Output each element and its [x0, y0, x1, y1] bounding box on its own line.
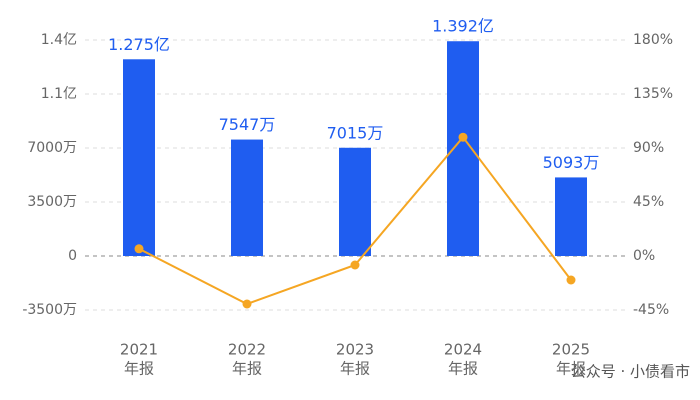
x-tick-label: 年报	[232, 360, 262, 378]
x-tick-label: 年报	[556, 360, 586, 378]
x-tick-label: 2022	[228, 341, 266, 359]
data-label: 5093万	[543, 153, 600, 172]
x-tick-label: 年报	[124, 360, 154, 378]
watermark: 公众号 · 小债看市	[571, 363, 690, 381]
line-point	[350, 260, 360, 270]
y2-tick-label: -45%	[633, 302, 669, 318]
y-tick-label: 7000万	[27, 140, 77, 156]
x-tick-label: 2025	[552, 341, 590, 359]
y-tick-label: 3500万	[27, 194, 77, 210]
y2-tick-label: 45%	[633, 194, 664, 210]
y-tick-label: 1.4亿	[41, 32, 77, 48]
x-tick-label: 2024	[444, 341, 482, 359]
y-tick-label: -3500万	[22, 302, 77, 318]
y2-tick-label: 135%	[633, 86, 673, 102]
bar	[447, 41, 479, 257]
line-point	[458, 132, 468, 142]
line-point	[242, 299, 252, 309]
data-label: 1.392亿	[432, 17, 494, 36]
y-tick-label: 0	[68, 248, 77, 264]
bar	[339, 147, 371, 256]
data-label: 7015万	[327, 123, 384, 142]
x-tick-label: 2023	[336, 341, 374, 359]
x-tick-label: 年报	[340, 360, 370, 378]
line-point	[566, 275, 576, 285]
y2-tick-label: 0%	[633, 248, 655, 264]
data-label: 7547万	[219, 115, 276, 134]
data-label: 1.275亿	[108, 35, 170, 54]
bar	[555, 177, 587, 256]
x-tick-label: 年报	[448, 360, 478, 378]
y2-tick-label: 180%	[633, 32, 673, 48]
bar	[123, 59, 155, 257]
bar	[231, 139, 263, 256]
line-point	[134, 244, 144, 254]
y-tick-label: 1.1亿	[41, 86, 77, 102]
x-tick-label: 2021	[120, 341, 158, 359]
y2-tick-label: 90%	[633, 140, 664, 156]
